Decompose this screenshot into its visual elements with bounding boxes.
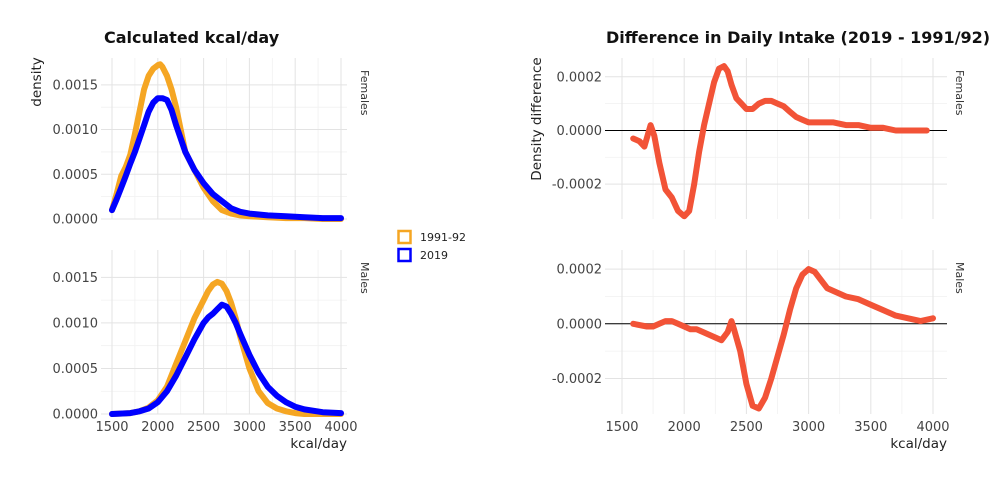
chart1-males-y-tick-label: 0.0005 <box>53 362 99 377</box>
chart1-males-x-tick-label: 2000 <box>141 420 174 435</box>
right-chart-title: Difference in Daily Intake (2019 - 1991/… <box>606 28 990 47</box>
chart2-males-x-tick-label: 2500 <box>730 420 763 435</box>
legend-label-199192: 1991-92 <box>420 231 466 244</box>
legend-key-199192 <box>397 229 412 245</box>
chart1-females-y-tick-label: 0.0015 <box>53 78 99 93</box>
chart1-males-y-tick-label: 0.0010 <box>53 316 99 331</box>
chart1-males-x-tick-label: 3000 <box>233 420 266 435</box>
chart2-males-y-tick-label: -0.0002 <box>552 372 602 387</box>
left-chart-title: Calculated kcal/day <box>104 28 280 47</box>
chart2-females-y-tick-label: 0.0000 <box>557 124 603 139</box>
legend-key-2019 <box>397 247 412 263</box>
chart2-x-axis-label: kcal/day <box>890 436 947 452</box>
chart1-males-y-tick-label: 0.0015 <box>53 271 99 286</box>
chart2-males-y-tick-label: 0.0002 <box>557 263 603 278</box>
chart1-males-facet-label: Males <box>358 262 371 294</box>
label-layer: 0.0000 0.0005 0.0010 0.0015 Females 0.0000 0.0… <box>29 57 966 452</box>
chart1-y-axis-label: density <box>29 57 45 107</box>
chart1-males-x-tick-label: 2500 <box>187 420 220 435</box>
chart2-males-x-tick-label: 3000 <box>792 420 825 435</box>
chart2-males-facet-label: Males <box>953 262 966 294</box>
chart1-males-y-tick-label: 0.0000 <box>53 408 99 423</box>
chart2-males-x-tick-label: 4000 <box>916 420 949 435</box>
chart1-females-y-tick-label: 0.0010 <box>53 123 99 138</box>
chart1-x-axis-label: kcal/day <box>290 436 347 452</box>
chart1-males-x-tick-label: 1500 <box>95 420 128 435</box>
chart2-females-facet-label: Females <box>953 70 966 116</box>
chart2-females-series-difference-line <box>630 63 930 220</box>
chart1-males-series-2019-line <box>109 301 344 417</box>
chart2-males-series-difference-line <box>630 266 936 412</box>
series-layer <box>109 61 936 417</box>
legend-label-2019: 2019 <box>420 249 448 262</box>
chart1-males-x-tick-label: 4000 <box>324 420 357 435</box>
chart2-males-x-tick-label: 2000 <box>668 420 701 435</box>
chart1-females-series-2019-line <box>109 95 344 222</box>
chart2-males-x-tick-label: 3500 <box>854 420 887 435</box>
chart1-females-y-tick-label: 0.0005 <box>53 168 99 183</box>
chart2-females-y-tick-label: 0.0002 <box>557 70 603 85</box>
legend: 1991-92 2019 <box>397 229 466 263</box>
chart1-females-facet-label: Females <box>358 70 371 116</box>
chart2-males-y-tick-label: 0.0000 <box>557 317 603 332</box>
chart2-y-axis-label: Density difference <box>529 57 545 180</box>
chart1-females-y-tick-label: 0.0000 <box>53 213 99 228</box>
chart2-females-y-tick-label: -0.0002 <box>552 178 602 193</box>
chart1-males-x-tick-label: 3500 <box>279 420 312 435</box>
grid-layer <box>101 58 947 415</box>
chart2-males-x-tick-label: 1500 <box>605 420 638 435</box>
